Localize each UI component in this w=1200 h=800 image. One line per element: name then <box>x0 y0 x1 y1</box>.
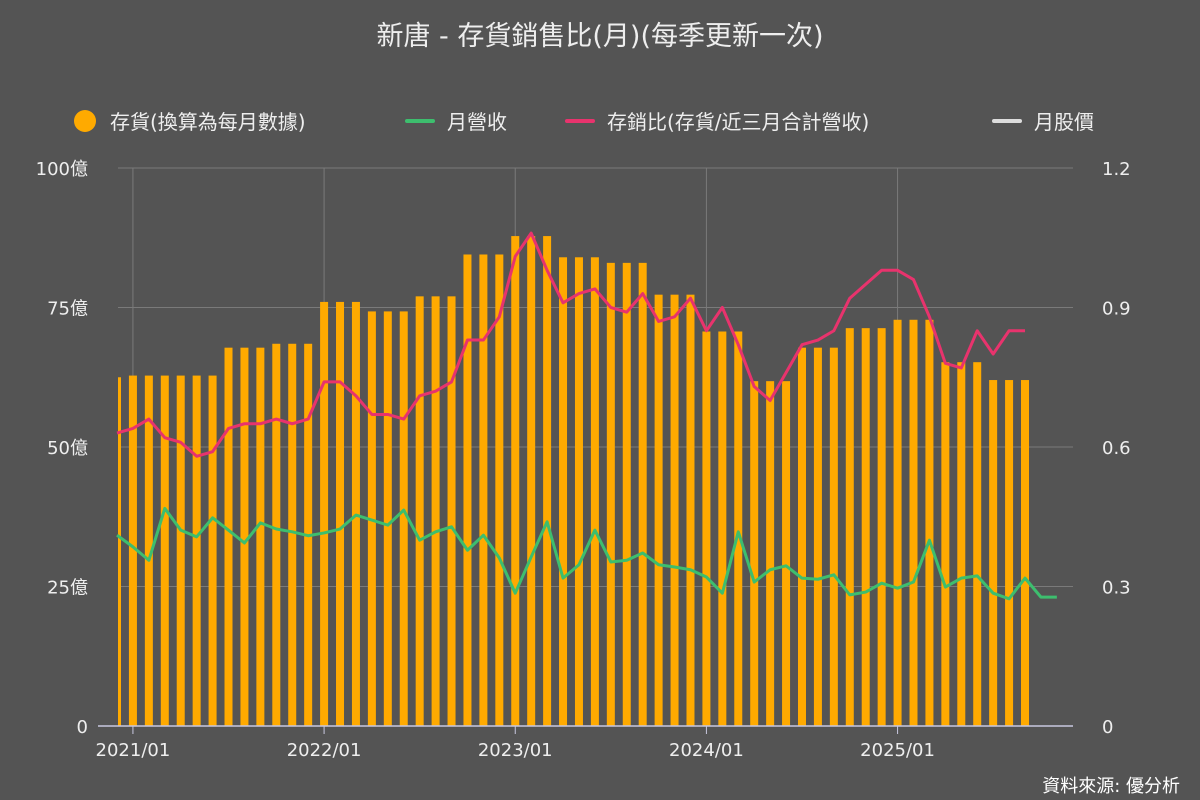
inventory-bar <box>925 319 934 726</box>
legend-item-revenue[interactable]: 月營收 <box>405 106 507 135</box>
y-left-tick-label: 75億 <box>47 299 88 320</box>
inventory-bar <box>989 380 998 726</box>
y-right-tick-label: 0.6 <box>1102 438 1131 459</box>
inventory-bar <box>399 311 408 726</box>
inventory-bar <box>638 262 647 726</box>
ratio-line <box>116 231 1026 458</box>
inventory-bar <box>176 375 185 726</box>
y-right-tick-label: 0.9 <box>1102 299 1131 320</box>
inventory-bar <box>782 381 791 726</box>
inventory-bar <box>750 381 759 726</box>
legend-label: 存貨(換算為每月數據) <box>110 110 306 134</box>
inventory-bar <box>1021 380 1030 726</box>
inventory-bar <box>144 375 153 726</box>
inventory-bar <box>160 375 169 726</box>
inventory-bar <box>702 331 711 726</box>
inventory-bar <box>718 331 727 726</box>
legend-label: 存銷比(存貨/近三月合計營收) <box>607 110 870 134</box>
line-icon <box>405 118 435 123</box>
inventory-bar <box>622 262 631 726</box>
inventory-bar <box>845 328 854 726</box>
x-tick-label: 2025/01 <box>860 740 935 761</box>
inventory-bar <box>320 301 329 726</box>
inventory-bar <box>973 362 982 726</box>
inventory-bar <box>559 257 568 726</box>
inventory-bar <box>256 347 265 726</box>
inventory-bar <box>431 296 440 726</box>
y-left-tick-label: 25億 <box>47 578 88 599</box>
inventory-bar <box>893 319 902 726</box>
x-tick-label: 2022/01 <box>287 740 362 761</box>
inventory-bar <box>511 236 520 727</box>
inventory-bar <box>909 319 918 726</box>
inventory-bar <box>829 347 838 726</box>
inventory-bar <box>118 377 121 726</box>
inventory-bar <box>1005 380 1014 726</box>
chart-title: 新唐 - 存貨銷售比(月)(每季更新一次) <box>376 21 824 52</box>
y-right-tick-label: 0 <box>1102 717 1113 738</box>
inventory-bar <box>128 375 137 726</box>
inventory-bar <box>606 262 615 726</box>
legend-item-price[interactable]: 月股價 <box>992 106 1094 135</box>
x-tick-label: 2024/01 <box>669 740 744 761</box>
y-right-tick-label: 0.3 <box>1102 578 1131 599</box>
inventory-bar <box>240 347 249 726</box>
inventory-bar <box>288 343 297 726</box>
inventory-bar <box>654 294 663 726</box>
inventory-bar <box>766 381 775 726</box>
inventory-bar <box>383 311 392 726</box>
inventory-bar <box>495 254 504 727</box>
legend-label: 月股價 <box>1034 110 1094 134</box>
inventory-bar <box>543 236 552 727</box>
legend-item-ratio[interactable]: 存銷比(存貨/近三月合計營收) <box>565 106 869 135</box>
x-tick-label: 2021/01 <box>96 740 171 761</box>
inventory-bar <box>590 257 599 726</box>
inventory-bar <box>877 328 886 726</box>
inventory-bar <box>527 236 536 727</box>
x-tick-label: 2023/01 <box>478 740 553 761</box>
inventory-bar <box>463 254 472 727</box>
legend-label: 月營收 <box>447 110 507 134</box>
inventory-bar <box>224 347 233 726</box>
y-left-tick-label: 50億 <box>47 438 88 459</box>
inventory-bar <box>941 362 950 726</box>
inventory-bar <box>957 362 966 726</box>
inventory-bar <box>574 257 583 726</box>
inventory-bar <box>336 301 345 726</box>
inventory-bar <box>272 343 281 726</box>
revenue-line <box>116 506 1057 601</box>
y-right-tick-label: 1.2 <box>1102 159 1131 180</box>
inventory-bar <box>686 294 695 726</box>
inventory-bar <box>861 328 870 726</box>
inventory-bar <box>813 347 822 726</box>
inventory-bar <box>192 375 201 726</box>
line-icon <box>565 118 595 123</box>
inventory-bar <box>415 296 424 726</box>
inventory-bar <box>479 254 488 727</box>
inventory-bar <box>734 331 743 726</box>
line-icon <box>992 118 1022 123</box>
dot-icon <box>74 109 96 132</box>
inventory-bar <box>670 294 679 726</box>
legend-item-inventory[interactable]: 存貨(換算為每月數據) <box>74 106 306 135</box>
source-note: 資料來源: 優分析 <box>1042 776 1180 797</box>
inventory-bar <box>208 375 217 726</box>
inventory-bar <box>797 347 806 726</box>
y-left-tick-label: 0 <box>77 717 88 738</box>
inventory-bar <box>447 296 456 726</box>
y-left-tick-label: 100億 <box>36 159 88 180</box>
